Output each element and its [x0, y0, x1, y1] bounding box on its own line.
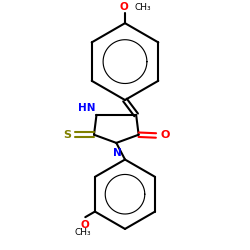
Text: O: O — [120, 2, 128, 12]
Text: CH₃: CH₃ — [74, 228, 91, 236]
Text: N: N — [113, 148, 122, 158]
Text: S: S — [63, 130, 71, 140]
Text: HN: HN — [78, 103, 95, 113]
Text: CH₃: CH₃ — [134, 3, 151, 12]
Text: O: O — [160, 130, 170, 140]
Text: O: O — [80, 220, 89, 230]
